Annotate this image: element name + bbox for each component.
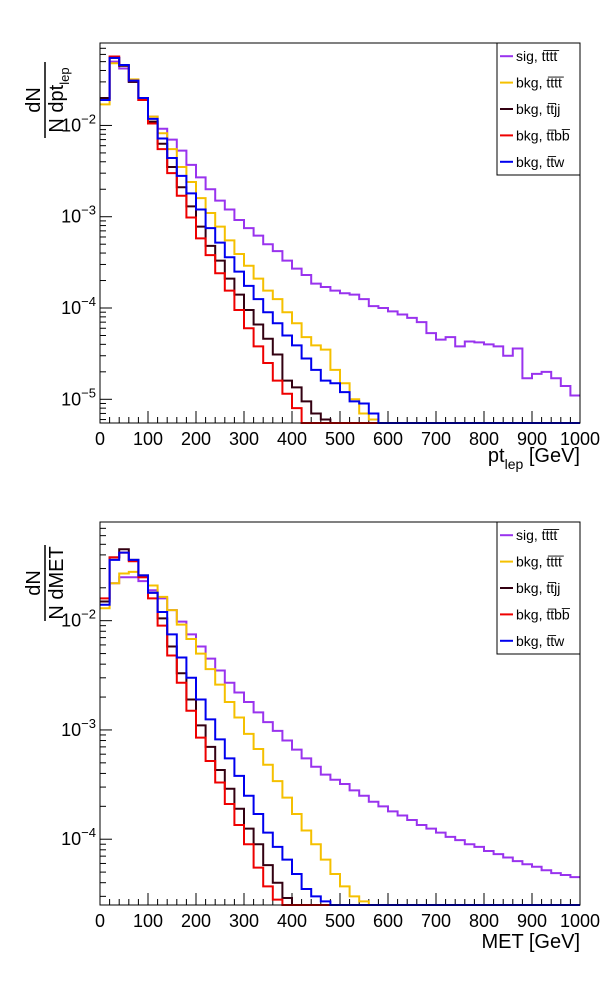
y-tick-label: 10−3 bbox=[61, 203, 96, 227]
x-tick-label: 200 bbox=[181, 911, 211, 931]
x-tick-label: 500 bbox=[325, 429, 355, 449]
y-tick-label: 10−5 bbox=[61, 385, 96, 409]
x-tick-label: 400 bbox=[277, 911, 307, 931]
y-label-denominator: N dMET bbox=[46, 546, 68, 619]
y-axis-label: dN N dptlep bbox=[23, 62, 72, 138]
chart-panel-1: 0 100 200 300 400 500 600 700 800 900 1000 10−5 10−4… bbox=[23, 42, 600, 472]
y-axis-label: dN N dMET bbox=[23, 545, 68, 621]
x-axis-label: ptlep [GeV] bbox=[488, 445, 580, 472]
x-tick-label: 400 bbox=[277, 429, 307, 449]
x-tick-label: 0 bbox=[95, 911, 105, 931]
y-tick-label: 10−4 bbox=[61, 294, 96, 318]
x-tick-label: 0 bbox=[95, 429, 105, 449]
y-tick-label: 10−2 bbox=[61, 111, 96, 135]
legend-label-sig-tttt: sig, tt̅tt̅ bbox=[516, 48, 560, 64]
x-tick-label: 700 bbox=[421, 911, 451, 931]
y-tick-label: 10−4 bbox=[61, 825, 96, 849]
plot-frame-overlay bbox=[99, 42, 581, 424]
y-tick-label: 10−2 bbox=[61, 607, 96, 631]
x-tick-label: 300 bbox=[229, 911, 259, 931]
x-tick-label: 100 bbox=[133, 911, 163, 931]
x-tick-label: 600 bbox=[373, 429, 403, 449]
x-tick-label: 800 bbox=[469, 429, 499, 449]
y-label-denominator: N dptlep bbox=[46, 67, 72, 132]
legend-label-bkg-tttt: bkg, tt̅tt̅ bbox=[516, 554, 565, 570]
x-tick-label: 500 bbox=[325, 911, 355, 931]
x-tick-label: 700 bbox=[421, 429, 451, 449]
legend: sig, tt̅tt̅ bkg, tt̅tt̅ bkg, tt̅jj bkg, tt̅… bbox=[496, 521, 581, 655]
y-tick-label: 10−3 bbox=[61, 716, 96, 740]
plot-frame-overlay bbox=[99, 521, 581, 906]
x-tick-label: 600 bbox=[373, 911, 403, 931]
legend-label-bkg-tttt: bkg, tt̅tt̅ bbox=[516, 75, 565, 91]
x-axis-label: MET [GeV] bbox=[481, 931, 580, 953]
series-line-sig-tttt bbox=[100, 60, 580, 397]
y-label-numerator: dN bbox=[23, 87, 45, 113]
legend-label-bkg-ttbb: bkg, tt̅bb̅ bbox=[516, 127, 571, 143]
x-tick-label: 800 bbox=[469, 911, 499, 931]
x-tick-label: 100 bbox=[133, 429, 163, 449]
legend-label-sig-tttt: sig, tt̅tt̅ bbox=[516, 527, 560, 543]
y-label-numerator: dN bbox=[23, 570, 45, 596]
x-tick-label: 300 bbox=[229, 429, 259, 449]
x-tick-label: 900 bbox=[517, 429, 547, 449]
x-tick-label: 200 bbox=[181, 429, 211, 449]
legend-label-bkg-ttbb: bkg, tt̅bb̅ bbox=[516, 606, 571, 622]
legend-label-bkg-ttw: bkg, tt̅w bbox=[516, 633, 565, 649]
legend-label-bkg-ttjj: bkg, tt̅jj bbox=[516, 580, 560, 596]
x-tick-label: 900 bbox=[517, 911, 547, 931]
x-tick-label: 1000 bbox=[560, 429, 600, 449]
legend-label-bkg-ttw: bkg, tt̅w bbox=[516, 154, 565, 170]
legend-label-bkg-ttjj: bkg, tt̅jj bbox=[516, 101, 560, 117]
x-tick-label: 1000 bbox=[560, 911, 600, 931]
chart-panel-2: 0 100 200 300 400 500 600 700 800 900 1000 10−4 10−3… bbox=[23, 521, 600, 953]
legend: sig, tt̅tt̅ bkg, tt̅tt̅ bkg, tt̅jj bkg, tt̅… bbox=[496, 42, 581, 176]
